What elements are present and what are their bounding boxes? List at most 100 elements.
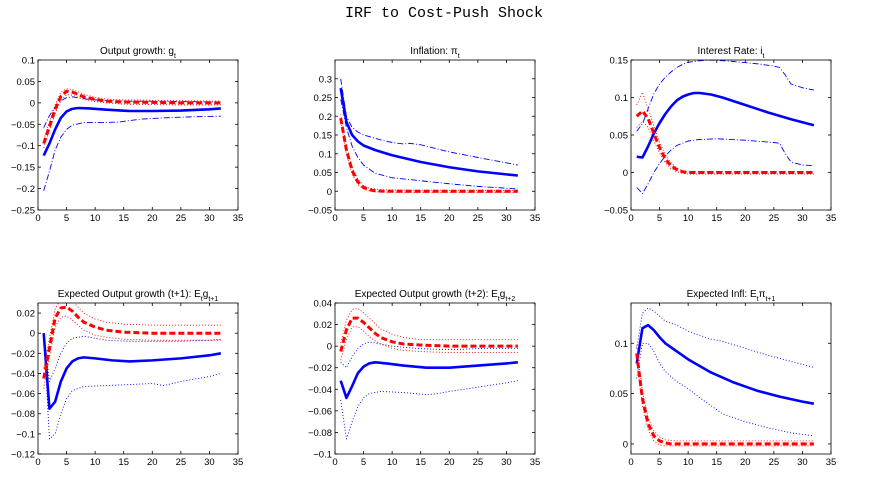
series-line-red-dotted [340,307,518,344]
x-tick-label: 30 [204,213,215,224]
y-tick-label: 0.1 [319,149,332,160]
x-tick-label: 20 [740,457,751,468]
series-group [42,88,221,191]
y-tick-label: −0.1 [313,450,332,461]
y-tick-label: 0.05 [314,168,333,179]
x-tick-label: 15 [118,213,129,224]
x-tick-label: 35 [826,213,837,224]
panel-title: Inflation: πt [410,46,459,60]
panel-title: Expected Output growth (t+1): Etgt+1 [58,289,219,303]
x-tick-label: 20 [147,213,158,224]
y-tick-label: −0.05 [604,206,628,217]
panel-title-tail: g [203,289,209,300]
x-tick-label: 5 [657,457,662,468]
series-line-blue-dashdot [340,78,518,166]
panel-title: Interest Rate: it [698,46,765,60]
x-tick-label: 5 [64,457,69,468]
y-tick-label: 0 [327,342,332,353]
panel-title-tail: g [500,289,506,300]
series-group [339,78,518,193]
series-line-blue-dotted [340,380,518,440]
series-line-red-dotted [43,94,221,149]
y-tick-label: 0.04 [314,299,333,310]
axes-frame [630,302,832,455]
axes-frame [37,302,239,455]
series-line-red-dotted [636,361,814,447]
series-line-blue-solid [42,106,221,157]
x-tick-label: 35 [233,457,244,468]
panel-title-tail-subscript: t+1 [208,296,218,303]
x-tick-label: 15 [711,213,722,224]
series-line-blue-dashdot [340,99,518,190]
series-line-blue-dotted [636,342,814,437]
x-tick-label: 35 [233,213,244,224]
x-tick-label: 25 [473,457,484,468]
axes-frame [37,59,239,211]
series-line-red-dotted [636,121,814,175]
y-tick-label: 0.25 [314,93,333,104]
series-group [635,60,815,194]
series-line-blue-dashdot [43,115,221,191]
x-tick-label: 30 [797,213,808,224]
series-line-red-dashed [339,117,518,193]
series-line-red-dotted [340,326,518,361]
x-tick-label: 20 [444,213,455,224]
x-tick-label: 30 [501,213,512,224]
chart-panel-6: Expected Infl: Etπt+1 0 5 10 15 20 25 30 35 0 0.05… [610,289,837,468]
y-tick-label: −0.04 [308,385,332,396]
panel-title-subscript: t [458,53,460,60]
x-tick-label: 15 [711,457,722,468]
series-line-red-dotted [636,345,814,442]
x-tick-label: 20 [147,457,158,468]
series-line-blue-solid [339,361,518,400]
y-tick-label: 0.1 [615,339,628,350]
series-line-red-dotted [43,315,221,389]
y-tick-label: −0.06 [308,406,332,417]
y-tick-label: −0.1 [16,429,35,440]
panel-title-text: Expected Output growth (t+1): E [58,289,201,300]
x-tick-label: 30 [797,457,808,468]
x-tick-label: 25 [176,457,187,468]
panel-title-tail: π [759,289,766,300]
series-line-blue-dotted [340,341,518,369]
y-tick-label: −0.15 [11,163,35,174]
x-tick-label: 10 [90,457,101,468]
y-tick-label: −0.02 [11,349,35,360]
y-tick-label: −0.25 [11,206,35,217]
panel-title-subscript: t [757,296,759,303]
x-tick-label: 20 [444,457,455,468]
series-line-red-dotted [340,121,518,193]
chart-panel-3: Interest Rate: it0 5 10 15 20 25 30 35−0.0500.0… [604,46,836,224]
x-tick-label: 10 [683,457,694,468]
x-tick-label: 35 [530,213,541,224]
series-line-blue-solid [42,333,222,410]
series-line-red-dashed [42,305,221,379]
panel-title-text: Expected Output growth (t+2): E [355,289,498,300]
series-line-blue-dashdot [636,60,814,132]
x-tick-label: 35 [530,457,541,468]
y-tick-label: 0 [623,439,628,450]
series-line-blue-dotted [43,333,221,440]
series-line-red-dashed [339,316,518,352]
panel-title-subscript: t [763,53,765,60]
axes-frame [630,59,832,211]
x-tick-label: 10 [90,213,101,224]
x-tick-label: 5 [64,213,69,224]
chart-panel-4: Expected Output growth (t+1): Etgt+1 0 5 10… [11,289,243,468]
x-tick-label: 15 [118,457,129,468]
y-tick-label: 0 [623,168,628,179]
x-tick-label: 0 [35,213,40,224]
series-group [42,303,222,440]
panel-title: Expected Infl: Etπt+1 [687,289,776,303]
x-tick-label: 0 [332,457,337,468]
x-tick-label: 5 [657,213,662,224]
series-line-blue-solid [339,87,518,177]
y-tick-label: 0.02 [314,320,333,331]
y-tick-label: 0.1 [22,56,35,67]
series-line-red-dotted [636,91,814,173]
series-group [339,307,518,440]
x-tick-label: 20 [740,213,751,224]
panel-title-subscript: t [498,296,500,303]
chart-panel-5: Expected Output growth (t+2): Etgt+2 0 5 10… [308,289,540,468]
panel-title-text: Expected Infl: E [687,289,757,300]
